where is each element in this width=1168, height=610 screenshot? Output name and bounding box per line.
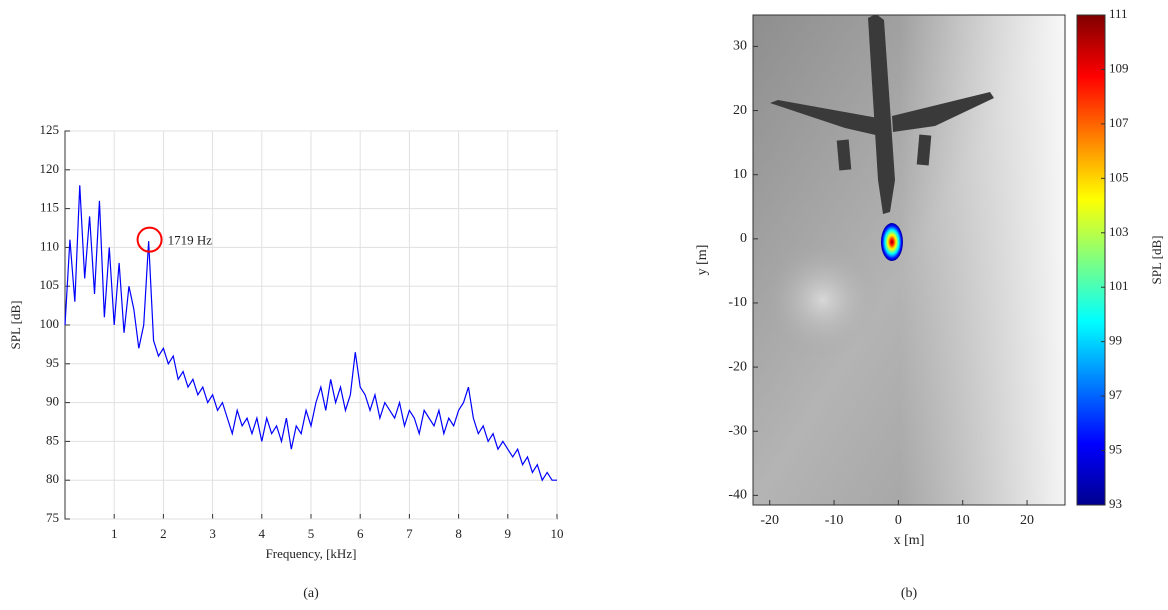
annotation-label: 1719 Hz — [168, 233, 213, 248]
x-tick-label: 7 — [406, 526, 413, 541]
y-tick-label: -10 — [728, 295, 747, 310]
y-tick-label: 90 — [46, 394, 59, 409]
x-tick-label: 5 — [308, 526, 315, 541]
y-tick-label: 10 — [733, 167, 747, 182]
y-tick-label: 0 — [740, 231, 747, 246]
y-tick-label: 20 — [733, 103, 747, 118]
colorbar-tick-label: 105 — [1109, 169, 1129, 184]
y-tick-label: 120 — [40, 161, 60, 176]
colorbar-tick-label: 111 — [1109, 6, 1128, 21]
x-tick-label: 2 — [160, 526, 167, 541]
x-tick-label: 10 — [551, 526, 564, 541]
y-tick-label: 80 — [46, 471, 59, 486]
x-tick-label: 10 — [956, 513, 970, 528]
y-tick-label: 30 — [733, 39, 747, 54]
airplane — [770, 15, 994, 214]
photo — [753, 15, 1065, 505]
colorbar — [1076, 14, 1106, 506]
y-tick-label: 85 — [46, 432, 59, 447]
colorbar-tick-label: 97 — [1109, 387, 1123, 402]
colorbar-tick-label: 103 — [1109, 224, 1129, 239]
x-tick-label: -20 — [760, 513, 779, 528]
colorbar-tick-label: 107 — [1109, 115, 1129, 130]
y-tick-label: 95 — [46, 355, 59, 370]
x-tick-label: 0 — [895, 513, 902, 528]
y-tick-label: -30 — [728, 423, 747, 438]
y-tick-label: 75 — [46, 510, 59, 525]
colorbar-tick-label: 109 — [1109, 60, 1129, 75]
y-tick-label: 110 — [40, 238, 59, 253]
caption: (b) — [901, 586, 918, 601]
y-tick-label: 105 — [40, 277, 60, 292]
y-tick-label: 125 — [40, 122, 60, 137]
axes-box — [752, 14, 1066, 506]
y-tick-label: 115 — [40, 200, 59, 215]
x-tick-label: 20 — [1020, 513, 1034, 528]
x-tick-label: 8 — [455, 526, 462, 541]
x-tick-label: 4 — [259, 526, 266, 541]
y-tick-label: 100 — [40, 316, 60, 331]
y-axis-label: SPL [dB] — [8, 301, 23, 350]
x-tick-label: 6 — [357, 526, 364, 541]
x-tick-label: 1 — [111, 526, 118, 541]
colorbar-label: SPL [dB] — [1149, 236, 1164, 285]
colorbar-tick-label: 99 — [1109, 333, 1122, 348]
caption: (a) — [303, 586, 319, 601]
colorbar-tick-label: 93 — [1109, 496, 1122, 511]
y-tick-label: -40 — [728, 488, 747, 503]
colorbar-tick-label: 95 — [1109, 442, 1122, 457]
x-tick-label: -10 — [825, 513, 844, 528]
x-axis-label: x [m] — [894, 533, 925, 548]
source-spot — [880, 223, 903, 262]
annotation-marker — [136, 226, 163, 253]
x-tick-label: 9 — [505, 526, 512, 541]
spectrum-line — [64, 185, 557, 482]
x-axis-label: Frequency, [kHz] — [266, 546, 357, 561]
colorbar-tick-label: 101 — [1109, 278, 1129, 293]
y-tick-label: -20 — [728, 359, 747, 374]
x-tick-label: 3 — [209, 526, 216, 541]
y-axis-label: y [m] — [695, 245, 710, 276]
